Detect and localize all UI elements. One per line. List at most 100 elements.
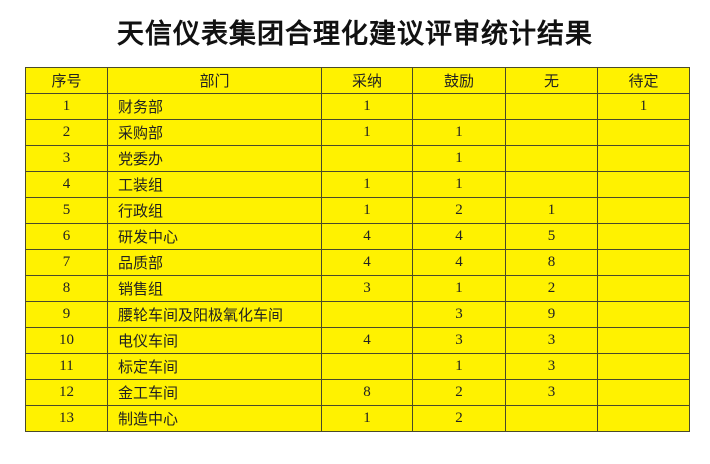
cell-none: 3: [505, 379, 598, 406]
cell-seq: 3: [25, 145, 108, 172]
cell-seq: 10: [25, 327, 108, 354]
cell-adopted: [321, 353, 413, 380]
table-row: 3 党委办 1: [25, 145, 690, 172]
cell-pending: [597, 119, 690, 146]
cell-seq: 11: [25, 353, 108, 380]
table-header-row: 序号 部门 采纳 鼓励无待定: [25, 67, 690, 94]
cell-department: 销售组: [107, 275, 322, 302]
cell-encouraged: 1: [412, 353, 506, 380]
cell-pending: [597, 145, 690, 172]
cell-encouraged: 1: [412, 119, 506, 146]
cell-none: [505, 405, 598, 432]
table-row: 4 工装组 1 1: [25, 171, 690, 198]
cell-encouraged: 1: [412, 171, 506, 198]
table-row: 10 电仪车间 4 3 3: [25, 327, 690, 354]
cell-adopted: 4: [321, 249, 413, 276]
cell-none: 2: [505, 275, 598, 302]
cell-encouraged: 2: [412, 379, 506, 406]
cell-seq: 1: [25, 93, 108, 120]
header-seq: 序号: [25, 67, 108, 94]
header-encouraged: 鼓励: [412, 67, 506, 94]
cell-pending: [597, 301, 690, 328]
cell-department: 制造中心: [107, 405, 322, 432]
cell-department: 采购部: [107, 119, 322, 146]
cell-none: [505, 171, 598, 198]
cell-seq: 2: [25, 119, 108, 146]
cell-pending: [597, 249, 690, 276]
header-pending: 待定: [597, 67, 690, 94]
cell-encouraged: 2: [412, 197, 506, 224]
cell-adopted: 4: [321, 223, 413, 250]
cell-seq: 9: [25, 301, 108, 328]
cell-none: 9: [505, 301, 598, 328]
cell-department: 腰轮车间及阳极氧化车间: [107, 301, 322, 328]
cell-department: 行政组: [107, 197, 322, 224]
cell-none: 3: [505, 327, 598, 354]
cell-encouraged: 2: [412, 405, 506, 432]
cell-encouraged: 3: [412, 301, 506, 328]
cell-department: 标定车间: [107, 353, 322, 380]
cell-encouraged: 1: [412, 145, 506, 172]
cell-adopted: 1: [321, 93, 413, 120]
table-row: 6 研发中心 4 4 5: [25, 223, 690, 250]
cell-seq: 5: [25, 197, 108, 224]
cell-adopted: 1: [321, 119, 413, 146]
table-row: 13 制造中心 1 2: [25, 405, 690, 432]
cell-adopted: 1: [321, 171, 413, 198]
review-statistics-table: 序号 部门 采纳 鼓励无待定 1 财务部 1 1 2 采购部 1 1 3 党委办 1 4 工装组 1 1 5 行政组 1…: [25, 67, 690, 432]
cell-encouraged: 4: [412, 223, 506, 250]
cell-pending: [597, 379, 690, 406]
cell-pending: [597, 405, 690, 432]
cell-encouraged: 1: [412, 275, 506, 302]
cell-none: [505, 119, 598, 146]
table-row: 11 标定车间 1 3: [25, 353, 690, 380]
table-row: 12 金工车间 8 2 3: [25, 379, 690, 406]
cell-pending: [597, 353, 690, 380]
table-row: 9 腰轮车间及阳极氧化车间 3 9: [25, 301, 690, 328]
cell-pending: [597, 327, 690, 354]
cell-none: 5: [505, 223, 598, 250]
header-department: 部门: [107, 67, 322, 94]
cell-seq: 7: [25, 249, 108, 276]
cell-seq: 6: [25, 223, 108, 250]
cell-department: 金工车间: [107, 379, 322, 406]
table-row: 2 采购部 1 1: [25, 119, 690, 146]
header-adopted: 采纳: [321, 67, 413, 94]
cell-adopted: 4: [321, 327, 413, 354]
cell-department: 研发中心: [107, 223, 322, 250]
cell-adopted: [321, 145, 413, 172]
cell-pending: 1: [597, 93, 690, 120]
cell-seq: 4: [25, 171, 108, 198]
table-row: 8 销售组 3 1 2: [25, 275, 690, 302]
cell-adopted: 8: [321, 379, 413, 406]
cell-encouraged: 4: [412, 249, 506, 276]
page-title: 天信仪表集团合理化建议评审统计结果: [117, 19, 593, 50]
cell-adopted: 1: [321, 197, 413, 224]
cell-adopted: [321, 301, 413, 328]
cell-none: 3: [505, 353, 598, 380]
cell-none: [505, 93, 598, 120]
table-row: 5 行政组 1 2 1: [25, 197, 690, 224]
cell-encouraged: 3: [412, 327, 506, 354]
header-none: 无: [505, 67, 598, 94]
table-row: 1 财务部 1 1: [25, 93, 690, 120]
cell-department: 品质部: [107, 249, 322, 276]
cell-pending: [597, 197, 690, 224]
cell-adopted: 1: [321, 405, 413, 432]
cell-department: 电仪车间: [107, 327, 322, 354]
cell-seq: 13: [25, 405, 108, 432]
cell-seq: 12: [25, 379, 108, 406]
cell-department: 财务部: [107, 93, 322, 120]
cell-seq: 8: [25, 275, 108, 302]
table-row: 7 品质部 4 4 8: [25, 249, 690, 276]
cell-department: 党委办: [107, 145, 322, 172]
cell-encouraged: [412, 93, 506, 120]
cell-department: 工装组: [107, 171, 322, 198]
cell-pending: [597, 275, 690, 302]
cell-none: 1: [505, 197, 598, 224]
cell-adopted: 3: [321, 275, 413, 302]
cell-none: [505, 145, 598, 172]
cell-pending: [597, 171, 690, 198]
cell-none: 8: [505, 249, 598, 276]
cell-pending: [597, 223, 690, 250]
